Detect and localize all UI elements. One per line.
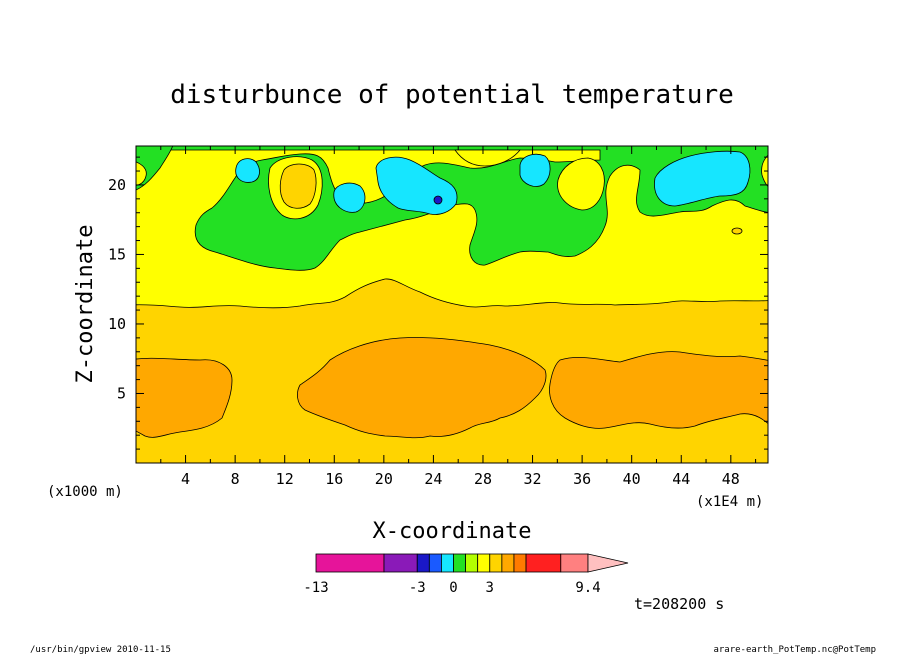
band-orange-left bbox=[136, 357, 233, 438]
band-yellow-hole-2 bbox=[557, 157, 605, 211]
colorbar-label: -13 bbox=[303, 580, 328, 596]
band-yellow-left-edge bbox=[136, 161, 147, 186]
colorbar-segment bbox=[513, 553, 527, 573]
colorbar-segment bbox=[489, 553, 503, 573]
colorbar-arrow bbox=[587, 553, 629, 573]
colorbar-segment bbox=[441, 553, 454, 573]
x-tick-label: 20 bbox=[375, 470, 393, 488]
y-axis-ticks: 5 10 15 20 bbox=[108, 156, 768, 450]
band-cyan-1 bbox=[235, 158, 260, 183]
band-orange-center bbox=[297, 337, 547, 439]
colorbar-label: 0 bbox=[449, 580, 457, 596]
y-tick-label: 15 bbox=[108, 245, 126, 263]
colorbar-segment bbox=[560, 553, 589, 573]
chart-title: disturbunce of potential temperature bbox=[170, 80, 734, 110]
x-tick-label: 44 bbox=[672, 470, 690, 488]
colorbar-segment bbox=[416, 553, 430, 573]
colorbar-label: 3 bbox=[486, 580, 494, 596]
band-blue-dot bbox=[433, 195, 443, 205]
x-unit-right: (x1E4 m) bbox=[696, 494, 763, 510]
x-tick-label: 16 bbox=[325, 470, 343, 488]
colorbar-labels: -13 -3 0 3 9.4 bbox=[303, 580, 600, 596]
footer-left: /usr/bin/gpview 2010-11-15 bbox=[30, 645, 171, 654]
colorbar-segment bbox=[525, 553, 562, 573]
colorbar-segment bbox=[477, 553, 491, 573]
y-tick-label: 20 bbox=[108, 176, 126, 194]
x-unit-left: (x1000 m) bbox=[47, 484, 123, 500]
x-tick-label: 40 bbox=[623, 470, 641, 488]
x-axis-label: X-coordinate bbox=[373, 519, 532, 544]
band-yellow-hole-3 bbox=[454, 149, 521, 167]
x-tick-label: 4 bbox=[181, 470, 190, 488]
x-axis-ticks: 4 8 12 16 20 24 28 32 36 40 44 48 bbox=[160, 146, 757, 488]
x-tick-label: 48 bbox=[722, 470, 740, 488]
x-tick-label: 12 bbox=[276, 470, 294, 488]
band-orange-right bbox=[549, 351, 768, 429]
band-cyan-4 bbox=[519, 153, 551, 187]
plot-area bbox=[135, 145, 769, 464]
x-tick-label: 32 bbox=[524, 470, 542, 488]
colorbar-segment bbox=[501, 553, 515, 573]
band-cyan-2 bbox=[333, 182, 366, 213]
plot-frame bbox=[135, 145, 769, 464]
footer-right: arare-earth_PotTemp.nc@PotTemp bbox=[713, 645, 876, 654]
colorbar-segment bbox=[315, 553, 385, 573]
colorbar-segment bbox=[465, 553, 479, 573]
colorbar-segment bbox=[383, 553, 418, 573]
colorbar-segment bbox=[428, 553, 442, 573]
colorbar-label: -3 bbox=[409, 580, 426, 596]
y-tick-label: 5 bbox=[117, 384, 126, 402]
band-cyan-5 bbox=[654, 150, 751, 207]
x-tick-label: 24 bbox=[424, 470, 442, 488]
y-tick-label: 10 bbox=[108, 315, 126, 333]
colorbar-label: 9.4 bbox=[575, 580, 600, 596]
y-axis-label: Z-coordinate bbox=[73, 225, 98, 384]
x-tick-label: 36 bbox=[573, 470, 591, 488]
band-gold-hole bbox=[279, 163, 317, 209]
colorbar-segment bbox=[453, 553, 466, 573]
colorbar bbox=[315, 553, 629, 573]
x-tick-label: 8 bbox=[231, 470, 240, 488]
time-label: t=208200 s bbox=[634, 595, 724, 613]
band-gold-small-ring bbox=[731, 227, 743, 235]
x-tick-label: 28 bbox=[474, 470, 492, 488]
